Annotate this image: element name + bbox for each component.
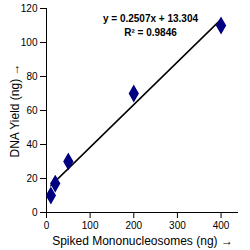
svg-text:80: 80	[26, 71, 38, 82]
svg-text:400: 400	[213, 220, 230, 231]
svg-text:R² = 0.9846: R² = 0.9846	[124, 27, 177, 38]
svg-text:0: 0	[44, 220, 50, 231]
svg-text:20: 20	[26, 173, 38, 184]
svg-text:40: 40	[26, 139, 38, 150]
svg-text:DNA Yield (ng) →: DNA Yield (ng) →	[8, 63, 22, 157]
svg-text:100: 100	[82, 220, 99, 231]
svg-text:200: 200	[125, 220, 142, 231]
svg-text:120: 120	[21, 3, 38, 14]
svg-text:Spiked Mononucleosomes (ng) →: Spiked Mononucleosomes (ng) →	[52, 234, 233, 248]
svg-text:y = 0.2507x + 13.304: y = 0.2507x + 13.304	[103, 13, 199, 24]
svg-text:100: 100	[21, 37, 38, 48]
svg-text:60: 60	[26, 105, 38, 116]
svg-text:300: 300	[169, 220, 186, 231]
svg-text:0: 0	[32, 207, 38, 218]
